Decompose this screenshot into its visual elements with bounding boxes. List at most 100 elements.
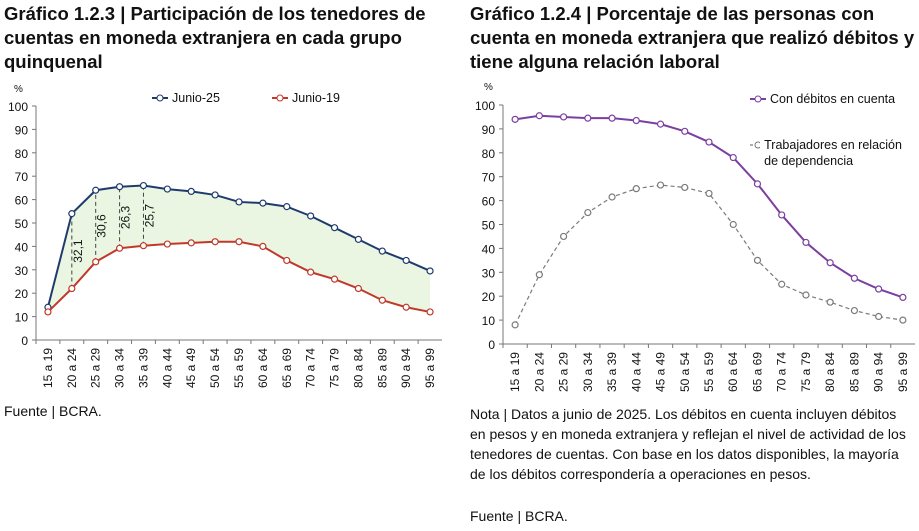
data-point	[632, 116, 640, 125]
data-point	[875, 312, 883, 321]
legend-marker	[276, 94, 284, 102]
data-point	[283, 256, 291, 265]
data-point	[163, 185, 171, 193]
legend-symbol	[750, 141, 761, 149]
data-point	[632, 185, 640, 193]
x-tick-label: 25 a 29	[89, 348, 103, 388]
y-tick-label: 30	[482, 266, 496, 280]
legend-symbol	[152, 94, 168, 102]
data-point	[187, 239, 195, 247]
data-point	[899, 293, 907, 301]
annotation-label: 30,6	[95, 214, 109, 238]
x-tick-label: 90 a 94	[872, 352, 886, 392]
x-tick-label: 35 a 39	[136, 348, 150, 388]
y-tick-label: 90	[15, 123, 29, 137]
data-point	[68, 284, 76, 293]
x-tick-label: 80 a 84	[823, 352, 837, 392]
data-point	[608, 114, 616, 122]
legend-label: Junio-25	[172, 91, 220, 105]
x-tick-label: 15 a 19	[508, 352, 522, 392]
x-tick-label: 65 a 69	[280, 348, 294, 388]
y-tick-label: 60	[15, 194, 29, 208]
data-point	[378, 296, 386, 304]
data-point	[729, 220, 737, 229]
y-tick-label: 50	[15, 217, 29, 231]
data-point	[681, 183, 689, 192]
data-point	[115, 183, 124, 191]
data-point	[235, 238, 243, 246]
data-point	[402, 256, 410, 265]
legend-item: Con débitos en cuenta	[750, 91, 910, 107]
x-tick-label: 30 a 34	[113, 348, 127, 388]
x-tick-label: 35 a 39	[605, 352, 619, 392]
legend-item: Trabajadores en relación de dependencia	[750, 137, 910, 169]
data-point	[259, 242, 267, 250]
data-point	[402, 303, 410, 311]
x-tick-label: 70 a 74	[304, 348, 318, 388]
y-tick-label: 80	[482, 147, 496, 161]
annotation-label: 32,1	[71, 239, 85, 263]
y-tick-label: 30	[15, 264, 29, 278]
chart-title: Gráfico 1.2.3 | Participación de los ten…	[4, 3, 426, 72]
data-point	[354, 235, 363, 243]
data-point	[778, 280, 786, 288]
data-point	[92, 186, 100, 194]
series-line	[514, 184, 903, 326]
legend-marker	[754, 141, 761, 149]
y-tick-label: 0	[21, 334, 28, 348]
data-point	[535, 112, 543, 120]
x-tick-label: 40 a 44	[160, 348, 174, 388]
y-tick-label: 60	[482, 195, 496, 209]
x-tick-label: 25 a 29	[557, 352, 571, 392]
data-point	[729, 153, 737, 162]
data-point	[139, 242, 148, 250]
x-tick-label: 75 a 79	[328, 348, 342, 388]
data-point	[378, 247, 386, 255]
y-tick-label: 70	[15, 170, 29, 184]
source: Fuente | BCRA.	[470, 508, 568, 524]
y-tick-label: 70	[482, 171, 496, 185]
data-point	[705, 189, 713, 198]
data-point	[559, 113, 568, 121]
data-point	[235, 198, 243, 206]
x-tick-label: 55 a 59	[702, 352, 716, 392]
legend-symbol	[750, 95, 766, 103]
data-point	[705, 138, 713, 146]
data-point	[656, 120, 665, 128]
data-point	[850, 306, 859, 315]
x-tick-label: 45 a 49	[654, 352, 668, 392]
data-point	[139, 181, 148, 190]
data-point	[307, 212, 315, 220]
y-tick-label: 10	[482, 314, 496, 328]
legend-label: Junio-19	[292, 91, 340, 105]
data-point	[826, 298, 834, 306]
data-point	[802, 238, 810, 247]
y-unit: %	[14, 84, 23, 95]
data-point	[426, 308, 434, 316]
data-point	[511, 321, 519, 329]
x-tick-label: 45 a 49	[184, 348, 198, 388]
y-tick-label: 100	[475, 99, 495, 113]
x-tick-label: 85 a 89	[847, 352, 861, 392]
annotation-label: 26,3	[119, 205, 133, 229]
data-point	[354, 284, 363, 293]
x-tick-label: 75 a 79	[799, 352, 813, 392]
x-tick-label: 50 a 54	[678, 352, 692, 392]
data-point	[584, 114, 592, 122]
data-point	[584, 208, 592, 217]
x-tick-label: 65 a 69	[750, 352, 764, 392]
y-tick-label: 80	[15, 147, 29, 161]
data-point	[330, 275, 339, 283]
legend-symbol	[272, 94, 288, 102]
data-point	[283, 203, 291, 211]
data-point	[92, 258, 100, 266]
y-tick-label: 20	[15, 287, 29, 301]
data-point	[44, 308, 52, 316]
data-point	[802, 291, 810, 299]
x-tick-label: 95 a 99	[896, 352, 910, 392]
data-point	[68, 210, 76, 218]
y-tick-label: 20	[482, 290, 496, 304]
data-point	[115, 244, 124, 252]
legend-label: Con débitos en cuenta	[770, 92, 896, 106]
